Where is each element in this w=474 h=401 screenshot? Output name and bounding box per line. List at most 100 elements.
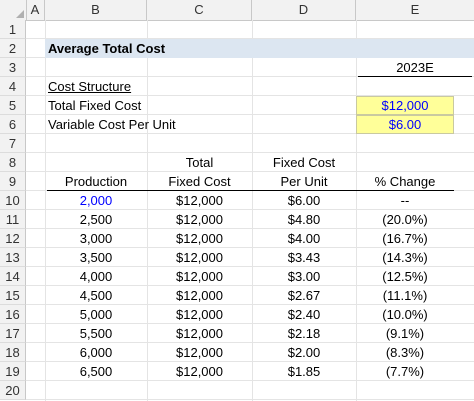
per-unit-cell[interactable]: $6.00 xyxy=(287,193,321,208)
row-header[interactable]: 19 xyxy=(0,362,26,381)
per-unit-cell[interactable]: $2.40 xyxy=(287,307,321,322)
per-unit-cell[interactable]: $2.18 xyxy=(287,326,321,341)
row-header[interactable]: 15 xyxy=(0,286,26,305)
row-header[interactable]: 12 xyxy=(0,229,26,248)
fixed-cost-cell[interactable]: $12,000 xyxy=(176,345,223,360)
fixed-cost-cell[interactable]: $12,000 xyxy=(176,326,223,341)
header-underline xyxy=(47,190,454,191)
column-header-d[interactable]: D xyxy=(252,0,356,20)
row-header[interactable]: 20 xyxy=(0,381,26,400)
sheet-title[interactable]: Average Total Cost xyxy=(48,41,166,56)
gridline xyxy=(26,114,474,115)
per-unit-cell[interactable]: $3.43 xyxy=(287,250,321,265)
column-header-b[interactable]: B xyxy=(45,0,147,20)
fixed-cost-cell[interactable]: $12,000 xyxy=(176,250,223,265)
gridline xyxy=(26,209,474,210)
row-header[interactable]: 1 xyxy=(0,20,26,39)
gridline xyxy=(356,20,357,401)
gridline xyxy=(26,171,474,172)
change-cell[interactable]: -- xyxy=(400,193,410,208)
year-label[interactable]: 2023E xyxy=(396,60,434,75)
production-cell[interactable]: 5,500 xyxy=(79,326,113,341)
variable-cost-value[interactable]: $6.00 xyxy=(388,117,422,132)
column-header-e[interactable]: E xyxy=(410,2,420,17)
production-cell[interactable]: 6,000 xyxy=(79,345,113,360)
per-unit-cell[interactable]: $2.67 xyxy=(287,288,321,303)
production-cell[interactable]: 2,000 xyxy=(79,193,113,208)
gridline xyxy=(26,76,474,77)
row-header[interactable]: 5 xyxy=(0,96,26,115)
header-change[interactable]: % Change xyxy=(374,174,436,189)
row-header[interactable]: 9 xyxy=(0,172,26,191)
gridline xyxy=(26,323,474,324)
fixed-cost-cell[interactable]: $12,000 xyxy=(176,269,223,284)
row-header[interactable]: 3 xyxy=(0,58,26,77)
production-cell[interactable]: 2,500 xyxy=(79,212,113,227)
change-cell[interactable]: (9.1%) xyxy=(385,326,425,341)
row-header[interactable]: 14 xyxy=(0,267,26,286)
per-unit-cell[interactable]: $3.00 xyxy=(287,269,321,284)
row-header[interactable]: 7 xyxy=(0,134,26,153)
column-header-c[interactable]: C xyxy=(147,0,252,20)
fixed-cost-cell[interactable]: $12,000 xyxy=(176,212,223,227)
row-header[interactable]: 8 xyxy=(0,153,26,172)
change-cell[interactable]: (11.1%) xyxy=(382,288,428,303)
header-fixed-cost-top[interactable]: Total xyxy=(185,155,214,170)
fixed-cost-cell[interactable]: $12,000 xyxy=(176,364,223,379)
change-cell[interactable]: (14.3%) xyxy=(382,250,428,265)
change-cell[interactable]: (7.7%) xyxy=(385,364,425,379)
header-fixed-cost-bottom[interactable]: Fixed Cost xyxy=(168,174,231,189)
select-all-corner[interactable] xyxy=(0,0,27,20)
row-header[interactable]: 18 xyxy=(0,343,26,362)
change-cell[interactable]: (16.7%) xyxy=(382,231,428,246)
per-unit-cell[interactable]: $4.80 xyxy=(287,212,321,227)
header-per-unit-bottom[interactable]: Per Unit xyxy=(280,174,328,189)
gridline xyxy=(26,133,474,134)
row-header[interactable]: 13 xyxy=(0,248,26,267)
change-cell[interactable]: (20.0%) xyxy=(382,212,428,227)
gridline xyxy=(26,285,474,286)
row-header[interactable]: 6 xyxy=(0,115,26,134)
fixed-cost-input-cell[interactable] xyxy=(356,96,454,115)
production-cell[interactable]: 5,000 xyxy=(79,307,113,322)
row-header[interactable]: 10 xyxy=(0,191,26,210)
change-cell[interactable]: (8.3%) xyxy=(385,345,425,360)
gridline xyxy=(26,247,474,248)
change-cell[interactable]: (12.5%) xyxy=(382,269,428,284)
production-cell[interactable]: 4,000 xyxy=(79,269,113,284)
fixed-cost-cell[interactable]: $12,000 xyxy=(176,231,223,246)
gridline xyxy=(26,380,474,381)
fixed-cost-cell[interactable]: $12,000 xyxy=(176,288,223,303)
select-all-icon xyxy=(16,10,24,18)
header-production[interactable]: Production xyxy=(64,174,128,189)
variable-cost-label[interactable]: Variable Cost Per Unit xyxy=(48,117,176,132)
row-header[interactable]: 16 xyxy=(0,305,26,324)
per-unit-cell[interactable]: $2.00 xyxy=(287,345,321,360)
gridline xyxy=(26,228,474,229)
column-header-a[interactable]: A xyxy=(26,0,45,20)
production-cell[interactable]: 3,000 xyxy=(79,231,113,246)
production-cell[interactable]: 3,500 xyxy=(79,250,113,265)
row-header[interactable]: 11 xyxy=(0,210,26,229)
gridline xyxy=(26,304,474,305)
per-unit-cell[interactable]: $4.00 xyxy=(287,231,321,246)
fixed-cost-cell[interactable]: $12,000 xyxy=(176,193,223,208)
change-cell[interactable]: (10.0%) xyxy=(382,307,428,322)
title-band xyxy=(45,39,474,58)
row-header[interactable]: 2 xyxy=(0,39,26,58)
gridline xyxy=(26,95,474,96)
row-header[interactable]: 4 xyxy=(0,77,26,96)
row-header[interactable]: 17 xyxy=(0,324,26,343)
variable-cost-input-cell[interactable] xyxy=(356,115,454,134)
production-cell[interactable]: 4,500 xyxy=(79,288,113,303)
fixed-cost-cell[interactable]: $12,000 xyxy=(176,307,223,322)
per-unit-cell[interactable]: $1.85 xyxy=(287,364,321,379)
gridline xyxy=(147,20,148,401)
gridline xyxy=(26,399,474,400)
fixed-cost-value[interactable]: $12,000 xyxy=(381,98,429,113)
cost-structure-label[interactable]: Cost Structure xyxy=(48,79,132,94)
fixed-cost-label[interactable]: Total Fixed Cost xyxy=(48,98,142,113)
production-cell[interactable]: 6,500 xyxy=(79,364,113,379)
header-per-unit-top[interactable]: Fixed Cost xyxy=(272,155,336,170)
